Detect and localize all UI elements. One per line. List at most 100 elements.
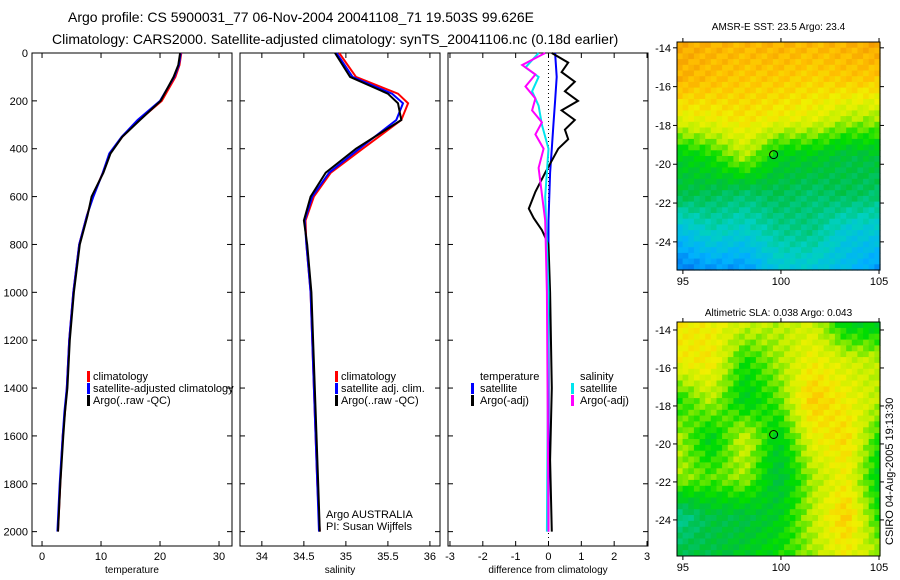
heatmap-cell — [722, 468, 729, 475]
heatmap-cell — [688, 357, 695, 364]
heatmap-cell — [795, 144, 802, 151]
heatmap-cell — [840, 526, 847, 534]
heatmap-cell — [699, 427, 706, 434]
heatmap-cell — [812, 201, 819, 208]
heatmap-cell — [750, 99, 757, 106]
heatmap-cell — [699, 224, 706, 231]
heatmap-cell — [829, 392, 836, 399]
heatmap-cell — [829, 133, 836, 140]
heatmap-cell — [812, 485, 819, 493]
heatmap-cell — [834, 93, 842, 100]
heatmap-cell — [874, 156, 881, 163]
heatmap-cell — [851, 427, 858, 434]
heatmap-cell — [705, 47, 712, 54]
heatmap-cell — [688, 398, 695, 405]
heatmap-cell — [784, 351, 791, 358]
heatmap-cell — [829, 42, 836, 49]
heatmap-cell — [750, 398, 757, 405]
heatmap-cell — [818, 479, 825, 487]
heatmap-cell — [784, 42, 791, 49]
heatmap-cell — [874, 339, 881, 346]
heatmap-cell — [840, 201, 847, 208]
heatmap-cell — [727, 345, 734, 352]
heatmap-cell — [874, 380, 881, 387]
heatmap-cell — [744, 491, 751, 498]
heatmap-cell — [722, 230, 729, 237]
heatmap-cell — [761, 368, 768, 376]
heatmap-cell — [688, 509, 695, 516]
heatmap-cell — [767, 544, 774, 551]
heatmap-cell — [755, 53, 763, 60]
heatmap-cell — [863, 538, 870, 545]
heatmap-cell — [801, 497, 808, 504]
heatmap-cell — [874, 87, 881, 94]
heatmap-cell — [772, 47, 780, 54]
heatmap-cell — [829, 468, 836, 475]
heatmap-cell — [784, 433, 791, 440]
heatmap-cell — [868, 178, 875, 186]
heatmap-cell — [846, 333, 853, 341]
title-line-2: Climatology: CARS2000. Satellite-adjuste… — [52, 31, 618, 47]
heatmap-cell — [823, 230, 830, 237]
heatmap-cell — [755, 368, 763, 376]
heatmap-cell — [750, 81, 757, 89]
heatmap-cell — [818, 491, 825, 498]
heatmap-cell — [744, 116, 751, 123]
heatmap-cell — [784, 468, 791, 475]
heatmap-cell — [733, 42, 740, 49]
heatmap-cell — [789, 345, 796, 352]
argo-position-marker — [769, 150, 779, 160]
heatmap-cell — [829, 184, 836, 191]
heatmap-cell — [739, 538, 746, 545]
heatmap-cell — [846, 368, 853, 376]
heatmap-cell — [744, 70, 751, 77]
heatmap-cell — [778, 81, 785, 89]
heatmap-cell — [750, 333, 757, 341]
heatmap-cell — [744, 520, 751, 528]
heatmap-cell — [840, 456, 847, 463]
heatmap-cell — [733, 327, 740, 335]
panel-frame — [239, 52, 441, 547]
heatmap-cell — [688, 184, 695, 191]
heatmap-cell — [767, 133, 774, 140]
heatmap-cell — [739, 327, 746, 335]
heatmap-cell — [829, 116, 836, 123]
heatmap-cell — [739, 230, 746, 237]
heatmap-cell — [772, 333, 780, 341]
heatmap-cell — [784, 190, 791, 197]
heatmap-cell — [716, 195, 723, 203]
heatmap-cell — [834, 173, 842, 180]
heatmap-cell — [857, 462, 864, 469]
heatmap-cell — [863, 520, 870, 528]
heatmap-cell — [755, 121, 763, 129]
heatmap-cell — [863, 138, 870, 146]
heatmap-cell — [818, 47, 825, 54]
heatmap-cell — [818, 76, 825, 83]
heatmap-cell — [846, 398, 853, 405]
heatmap-cell — [868, 127, 875, 134]
heatmap-cell — [688, 474, 695, 481]
heatmap-cell — [772, 116, 780, 123]
heatmap-cell — [784, 64, 791, 72]
heatmap-cell — [868, 195, 875, 203]
heatmap-cell — [829, 99, 836, 106]
heatmap-cell — [806, 241, 813, 248]
heatmap-cell — [801, 264, 808, 271]
heatmap-cell — [868, 184, 875, 191]
heatmap-cell — [784, 76, 791, 83]
heatmap-cell — [801, 184, 808, 191]
heatmap-cell — [834, 322, 842, 329]
heatmap-cell — [863, 427, 870, 434]
heatmap-cell — [795, 224, 802, 231]
heatmap-cell — [739, 190, 746, 197]
heatmap-cell — [840, 178, 847, 186]
heatmap-cell — [744, 550, 751, 557]
heatmap-cell — [818, 70, 825, 77]
heatmap-cell — [868, 173, 875, 180]
heatmap-cell — [789, 247, 796, 254]
heatmap-cell — [722, 144, 729, 151]
heatmap-cell — [733, 173, 740, 180]
heatmap-cell — [705, 247, 712, 254]
heatmap-cell — [761, 144, 768, 151]
heatmap-cell — [840, 264, 847, 271]
